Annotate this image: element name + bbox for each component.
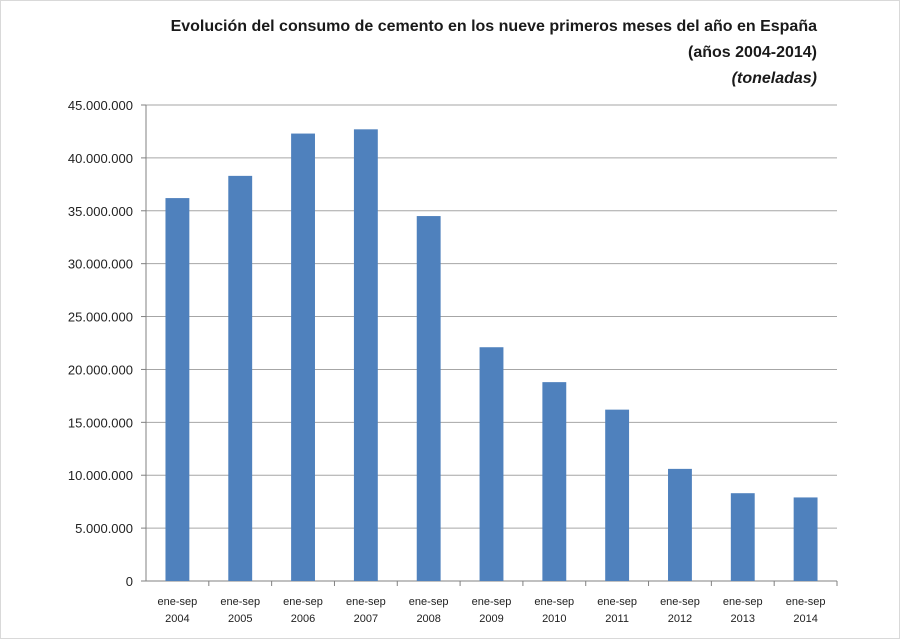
y-tick-label: 0: [126, 574, 133, 589]
chart-subtitle-units: (toneladas): [731, 70, 817, 87]
x-tick-label: 2012: [668, 613, 692, 625]
y-tick-label: 20.000.000: [68, 362, 133, 377]
x-tick-label: 2005: [228, 613, 252, 625]
y-tick-label: 15.000.000: [68, 415, 133, 430]
bar: [165, 198, 190, 581]
y-tick-label: 25.000.000: [68, 310, 133, 325]
bar: [228, 175, 253, 582]
y-tick-label: 45.000.000: [68, 98, 133, 113]
x-tick-label: 2006: [291, 613, 315, 625]
x-tick-label: ene-sep: [786, 596, 826, 608]
x-tick-label: ene-sep: [723, 596, 763, 608]
y-tick-label: 5.000.000: [75, 521, 133, 536]
bar: [479, 347, 504, 581]
x-tick-label: ene-sep: [346, 596, 386, 608]
x-tick-label: ene-sep: [472, 596, 512, 608]
bar: [291, 133, 315, 581]
bar: [730, 493, 755, 581]
x-tick-label: ene-sep: [597, 596, 637, 608]
x-tick-label: ene-sep: [220, 596, 260, 608]
x-tick-label: 2013: [731, 613, 755, 625]
x-tick-label: ene-sep: [534, 596, 574, 608]
bar: [605, 409, 630, 581]
y-tick-label: 40.000.000: [68, 151, 133, 166]
y-tick-label: 30.000.000: [68, 257, 133, 272]
x-tick-label: 2008: [416, 613, 440, 625]
bar: [416, 216, 441, 582]
x-tick-label: 2009: [479, 613, 503, 625]
y-tick-label: 10.000.000: [68, 468, 133, 483]
bar: [668, 468, 692, 581]
x-tick-label: 2010: [542, 613, 566, 625]
bar: [542, 382, 567, 581]
x-tick-label: ene-sep: [158, 596, 198, 608]
x-tick-label: ene-sep: [409, 596, 449, 608]
x-tick-label: ene-sep: [660, 596, 700, 608]
y-tick-label: 35.000.000: [68, 204, 133, 219]
x-tick-label: 2014: [793, 613, 817, 625]
x-tick-label: 2004: [165, 613, 189, 625]
x-tick-label: ene-sep: [283, 596, 323, 608]
bar: [793, 497, 818, 581]
bar: [353, 129, 378, 581]
chart-title: Evolución del consumo de cemento en los …: [170, 18, 817, 35]
x-tick-label: 2011: [605, 613, 629, 625]
chart-subtitle-years: (años 2004-2014): [688, 44, 817, 61]
x-tick-label: 2007: [354, 613, 378, 625]
